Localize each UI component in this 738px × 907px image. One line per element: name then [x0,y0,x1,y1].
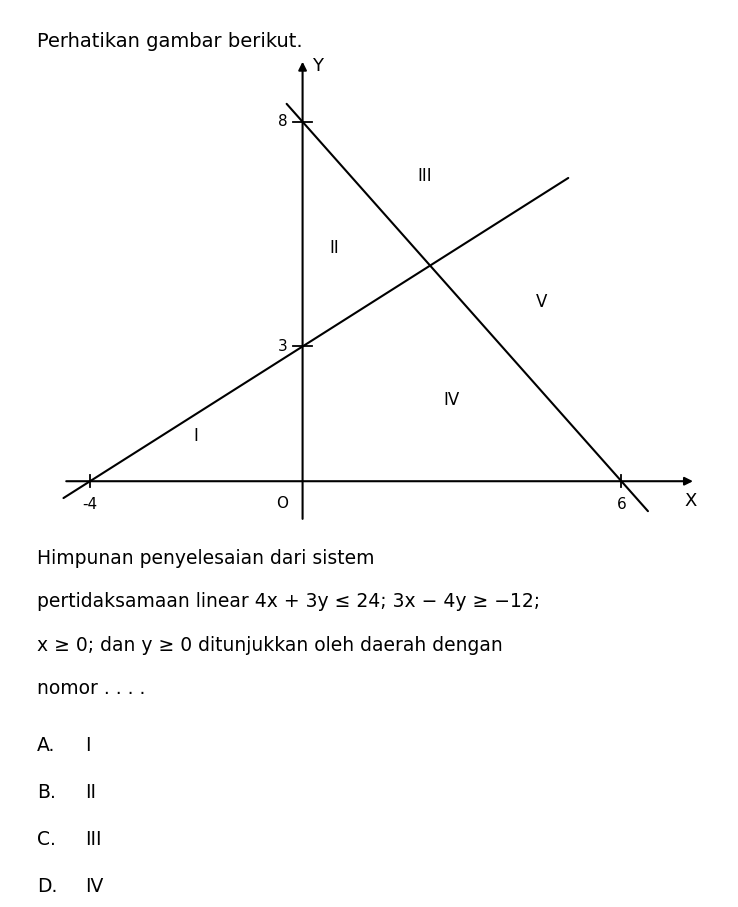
Text: III: III [418,167,432,185]
Text: Perhatikan gambar berikut.: Perhatikan gambar berikut. [37,32,303,51]
Text: IV: IV [444,391,460,409]
Text: II: II [85,783,96,802]
Text: O: O [277,496,289,512]
Text: I: I [85,736,90,755]
Text: D.: D. [37,877,58,896]
Text: x ≥ 0; dan y ≥ 0 ditunjukkan oleh daerah dengan: x ≥ 0; dan y ≥ 0 ditunjukkan oleh daerah… [37,636,503,655]
Text: IV: IV [85,877,103,896]
Text: V: V [536,293,548,310]
Text: III: III [85,830,101,849]
Text: Himpunan penyelesaian dari sistem: Himpunan penyelesaian dari sistem [37,549,374,568]
Text: 8: 8 [277,114,287,130]
Text: I: I [194,427,199,445]
Text: C.: C. [37,830,56,849]
Text: Y: Y [312,56,323,74]
Text: nomor . . . .: nomor . . . . [37,679,145,698]
Text: A.: A. [37,736,55,755]
Text: II: II [330,239,339,257]
Text: B.: B. [37,783,56,802]
Text: 6: 6 [616,497,627,512]
Text: -4: -4 [83,497,97,512]
Text: 3: 3 [277,339,287,354]
Text: pertidaksamaan linear 4x + 3y ≤ 24; 3x − 4y ≥ −12;: pertidaksamaan linear 4x + 3y ≤ 24; 3x −… [37,592,540,611]
Text: X: X [684,493,697,511]
